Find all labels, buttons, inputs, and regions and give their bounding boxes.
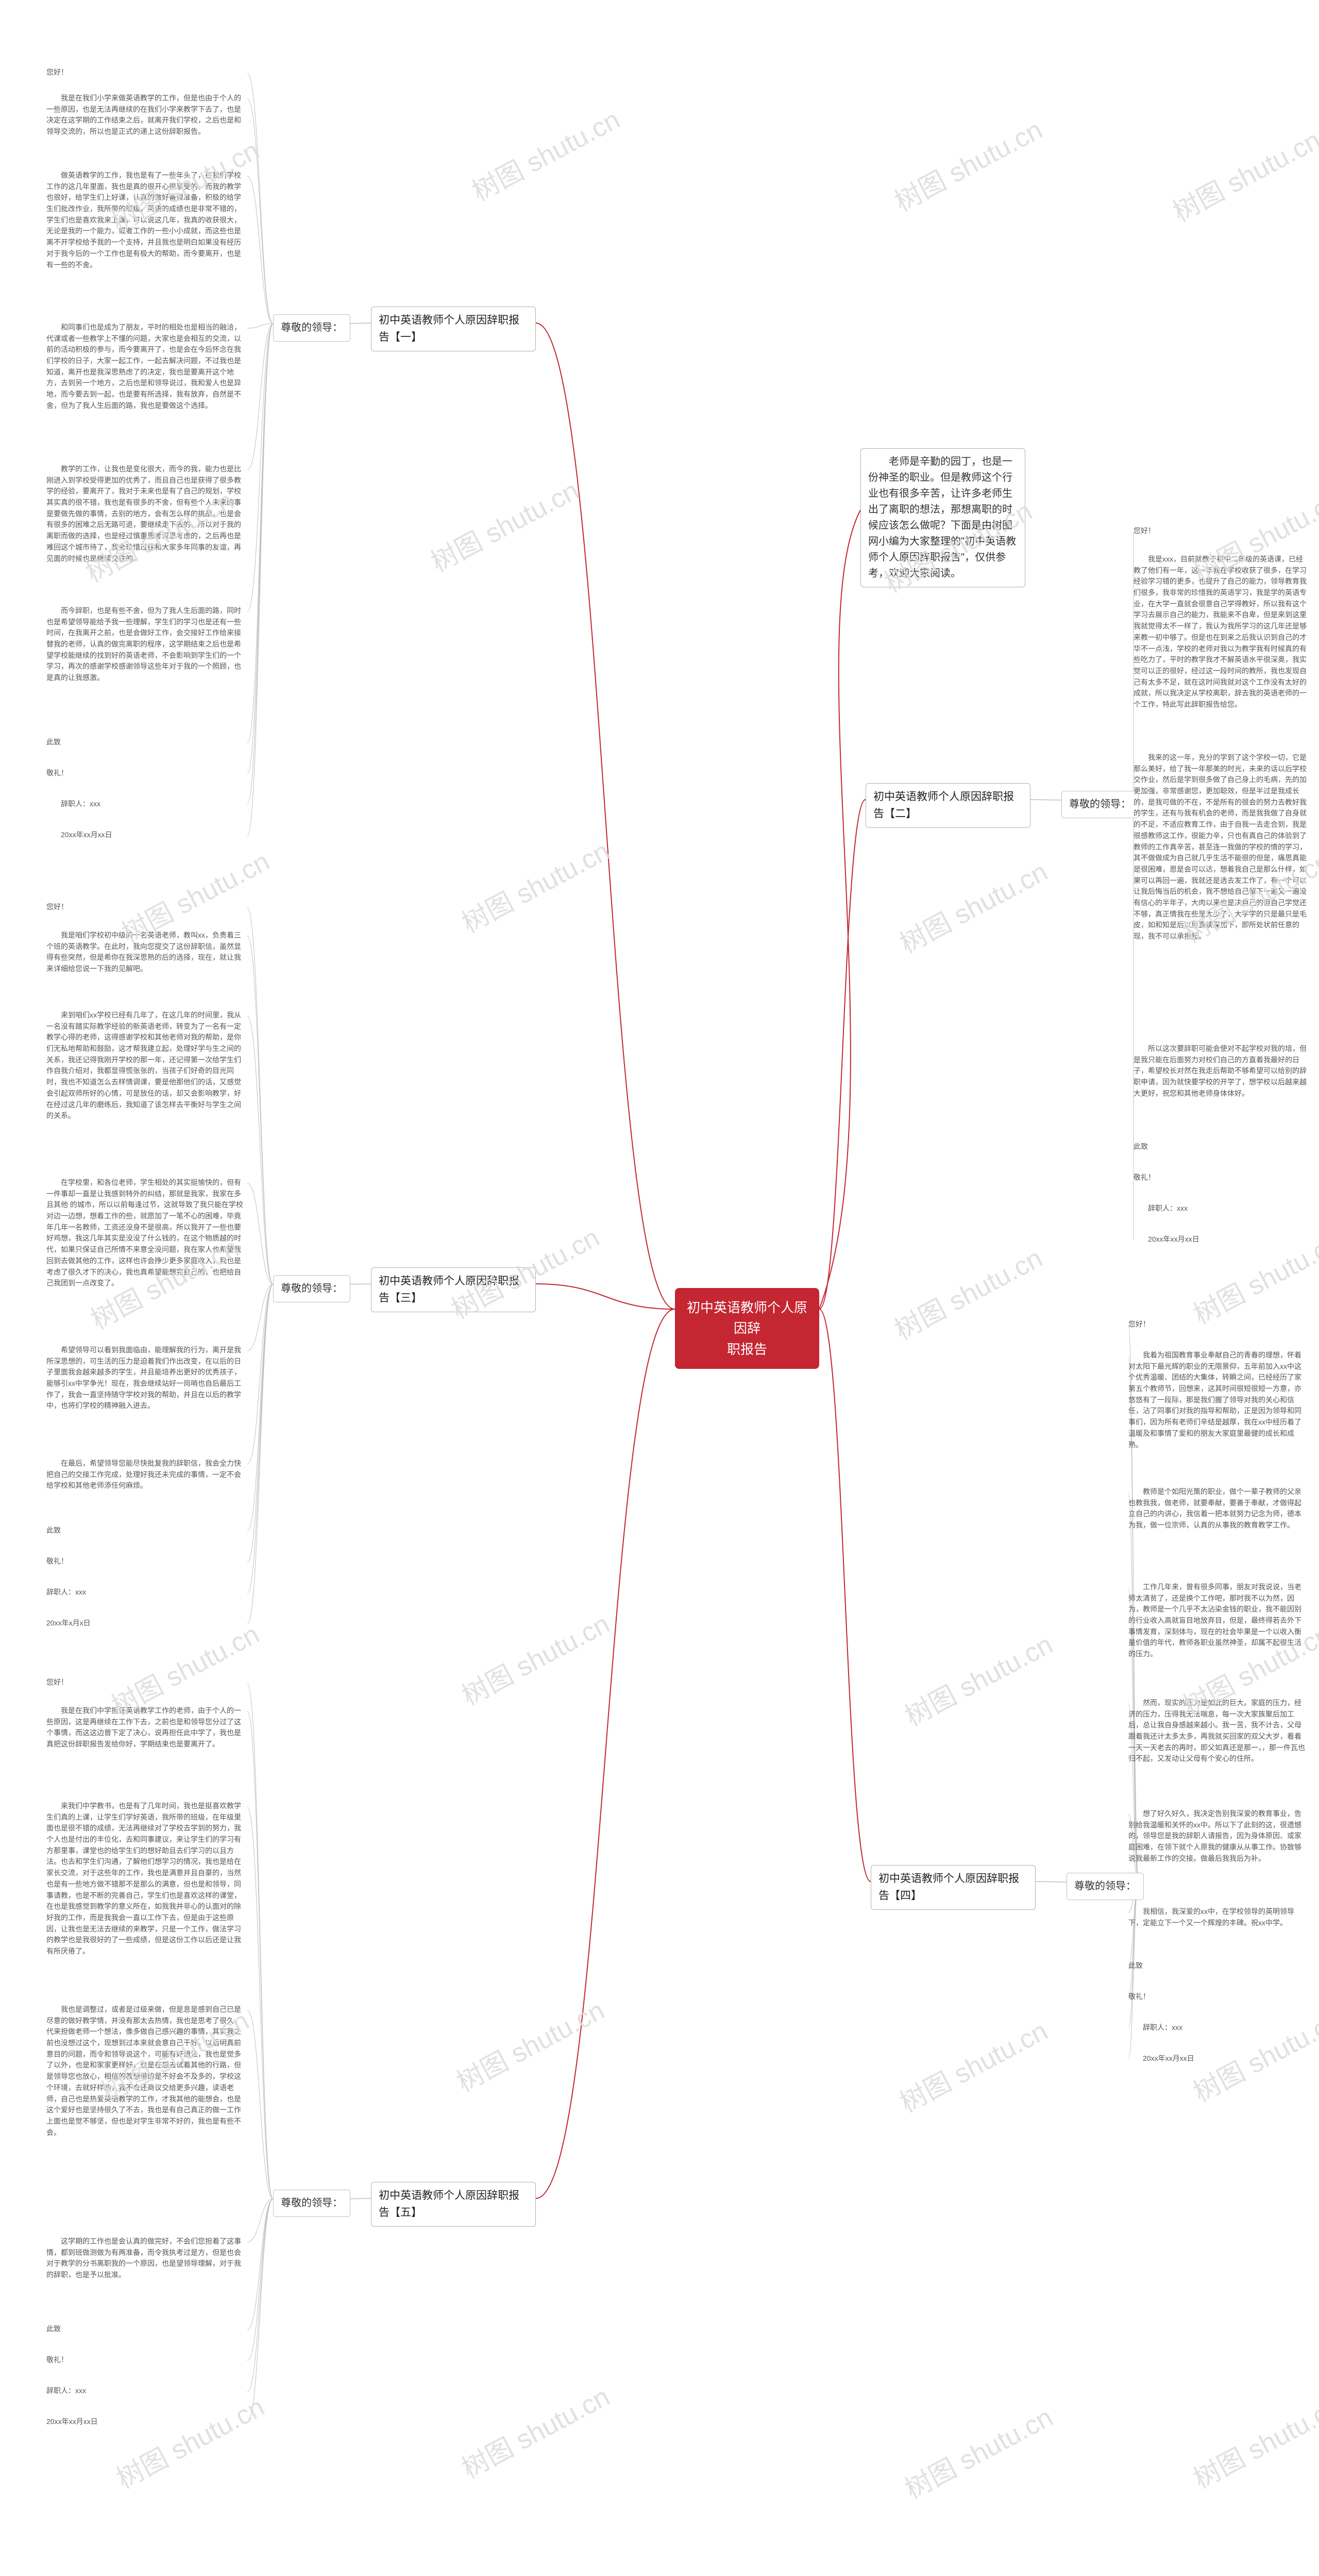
branch-node: 初中英语教师个人原因辞职报告【四】 (871, 1865, 1036, 1910)
leaf-text: 20xx年xx月xx日 (1134, 1234, 1309, 1245)
watermark: 树图 shutu.cn (454, 2375, 615, 2485)
leaf-text: 来到咱们xx学校已经有几年了，在这几年的时间里，我从一名没有踏实际教学经验的新英… (46, 1010, 247, 1122)
leaf-text: 希望领导可以看到我面临由，能理解我的行为，离开是我所深思想的，可生活的压力是迫着… (46, 1345, 247, 1412)
leaf-text: 我相信，我深爱的xx中，在学校领导的英明领导下，定能立下一个又一个辉煌的丰碑。祝… (1128, 1906, 1306, 1928)
root-node: 初中英语教师个人原因辞 职报告 (675, 1288, 819, 1369)
watermark: 树图 shutu.cn (1165, 118, 1319, 229)
branch-node: 初中英语教师个人原因辞职报告【一】 (371, 307, 536, 351)
leaf-text: 我是在我们中学担任英语教学工作的老师，由于个人的一些原因，这是再继续在工作下去，… (46, 1705, 247, 1750)
leaf-text: 此致 (1128, 1960, 1306, 1972)
leaf-text: 在最后，希望领导您能尽快批复我的辞职信，我会全力快把自己的交接工作完成，处理好我… (46, 1458, 247, 1492)
leaf-text: 辞职人：xxx (46, 1587, 247, 1598)
leaf-text: 而今辞职，也是有些不舍，但为了我人生后面的路，同时也是希望领导能给予我一些理解，… (46, 605, 247, 684)
leaf-text: 20xx年xx月xx日 (46, 2416, 247, 2428)
leaf-text: 我是在我们小学来做英语教学的工作，但是也由于个人的一些原因，也是无法再继续的在我… (46, 93, 247, 138)
sub-node: 尊敬的领导： (1061, 791, 1139, 818)
leaf-text: 辞职人：xxx (46, 799, 247, 810)
leaf-text: 所以这次要辞职可能会使对不起学校对我的培，但是我只能在后面努力对校们自己的方直着… (1134, 1043, 1309, 1099)
leaf-text: 我是xxx，目前就教于初中二年级的英语课，已经教了他们有一年，这一年我在学校收获… (1134, 554, 1309, 710)
sub-node: 尊敬的领导： (273, 314, 350, 342)
leaf-text: 我来的这一年，充分的学到了这个学校一切，它是那么美好，给了我一年那美的时光，未来… (1134, 752, 1309, 942)
leaf-text: 做英语教学的工作，我也是有了一些年头了，在我们学校工作的这几年里面，我也是真的很… (46, 170, 247, 270)
leaf-text: 敬礼！ (1134, 1172, 1309, 1183)
leaf-text: 教学的工作，让我也是变化很大，而今的我，能力也是比刚进入到学校受得更加的优秀了，… (46, 464, 247, 564)
leaf-text: 和同事们也是成为了朋友，平时的相处也是相当的融洽，代课或者一些教学上不懂的问题，… (46, 322, 247, 412)
leaf-text: 您好！ (1134, 526, 1309, 537)
leaf-text: 此致 (46, 2324, 247, 2335)
leaf-text: 敬礼！ (46, 1556, 247, 1567)
leaf-text: 我着为祖国教育事业奉献自己的青春的理想，怀着对太阳下最光辉的职业的无限景仰，五年… (1128, 1350, 1306, 1450)
sub-node: 尊敬的领导： (273, 2190, 350, 2217)
leaf-text: 您好！ (1128, 1319, 1306, 1330)
leaf-text: 我是咱们学校初中级的一名英语老师，教叫xx，负责着三个班的英语教学。在此时，我向… (46, 930, 247, 975)
watermark: 树图 shutu.cn (109, 2385, 270, 2496)
sub-node: 尊敬的领导： (1067, 1873, 1144, 1900)
leaf-text: 您好！ (46, 67, 247, 78)
branch-node: 初中英语教师个人原因辞职报告【三】 (371, 1267, 536, 1312)
watermark: 树图 shutu.cn (892, 2009, 1053, 2120)
leaf-text: 敬礼！ (46, 2354, 247, 2366)
watermark: 树图 shutu.cn (464, 98, 625, 208)
leaf-text: 辞职人：xxx (46, 2385, 247, 2397)
leaf-text: 敬礼！ (1128, 1991, 1306, 2003)
leaf-text: 教师是个如阳光策的职业，做个一辈子教师的父亲也教我我，做老师，就要奉献，要善于奉… (1128, 1486, 1306, 1531)
leaf-text: 我也是调整过，或者是过级来做，但是息是感到自己已是尽意的做好教学情，并没有那太去… (46, 2004, 247, 2138)
leaf-text: 来我们中学教书，也是有了几年时间，我也是挺喜欢教学生们真的上课，让学生们学好英语… (46, 1801, 247, 1957)
watermark: 树图 shutu.cn (1186, 2385, 1319, 2496)
watermark: 树图 shutu.cn (892, 850, 1053, 960)
leaf-text: 敬礼！ (46, 768, 247, 779)
leaf-text: 工作几年来，曾有很多同事，朋友对我说说，当老师太清贫了，还是换个工作吧，那时我不… (1128, 1582, 1306, 1660)
leaf-text: 此致 (46, 737, 247, 748)
branch-node: 初中英语教师个人原因辞职报告【二】 (866, 783, 1030, 828)
intro-node: 老师是辛勤的园丁，也是一份神圣的职业。但是教师这个行业也有很多辛苦，让许多老师生… (860, 448, 1025, 587)
watermark: 树图 shutu.cn (423, 469, 584, 579)
leaf-text: 您好！ (46, 1677, 247, 1688)
leaf-text: 此致 (1134, 1141, 1309, 1153)
leaf-text: 辞职人：xxx (1134, 1203, 1309, 1214)
leaf-text: 想了好久好久，我决定告别我深爱的教育事业，告别给我温暖和关怀的xx中。所以下了此… (1128, 1808, 1306, 1864)
leaf-text: 您好！ (46, 902, 247, 913)
leaf-text: 在学校里，和各位老师，学生相处的其实挺愉快的，但有一件事却一直是让我感到特外的纠… (46, 1177, 247, 1289)
leaf-text: 辞职人：xxx (1128, 2022, 1306, 2033)
watermark: 树图 shutu.cn (897, 1623, 1058, 1733)
leaf-text: 20xx年xx月xx日 (46, 829, 247, 841)
leaf-text: 这学期的工作也是会认真的做完好，不会们您担着了这事情，都到班做测做为有两准备，而… (46, 2236, 247, 2281)
branch-node: 初中英语教师个人原因辞职报告【五】 (371, 2182, 536, 2227)
watermark: 树图 shutu.cn (887, 1236, 1048, 1347)
watermark: 树图 shutu.cn (454, 829, 615, 940)
leaf-text: 20xx年xx月xx日 (1128, 2053, 1306, 2064)
watermark: 树图 shutu.cn (454, 1602, 615, 1713)
watermark: 树图 shutu.cn (897, 2396, 1058, 2506)
watermark: 树图 shutu.cn (887, 108, 1048, 218)
leaf-text: 20xx年x月x日 (46, 1618, 247, 1629)
leaf-text: 此致 (46, 1525, 247, 1536)
sub-node: 尊敬的领导： (273, 1275, 350, 1302)
leaf-text: 然而，现实的压力是如此的巨大。家庭的压力，经济的压力，压得我无法喘息，每一次大家… (1128, 1698, 1306, 1765)
watermark: 树图 shutu.cn (449, 1989, 610, 2099)
